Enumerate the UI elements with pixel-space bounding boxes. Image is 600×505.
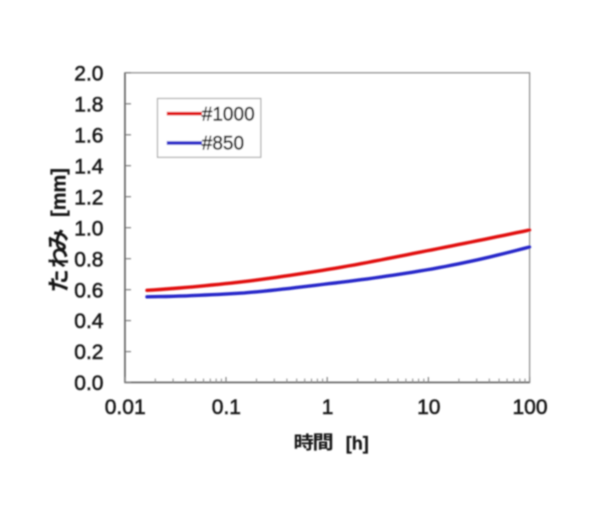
- svg-text:0.4: 0.4: [74, 310, 104, 333]
- svg-text:0.01: 0.01: [105, 396, 146, 419]
- svg-text:[mm]: [mm]: [49, 168, 71, 217]
- svg-text:#850: #850: [202, 134, 244, 155]
- svg-text:0.2: 0.2: [74, 341, 103, 364]
- svg-text:0.0: 0.0: [74, 372, 103, 395]
- svg-text:1.0: 1.0: [74, 217, 103, 240]
- svg-text:100: 100: [512, 396, 547, 419]
- svg-text:1: 1: [322, 396, 334, 419]
- svg-text:1.4: 1.4: [74, 155, 104, 178]
- svg-text:1.2: 1.2: [74, 186, 103, 209]
- svg-text:0.8: 0.8: [74, 248, 103, 271]
- svg-text:0.6: 0.6: [74, 279, 103, 302]
- svg-text:0.1: 0.1: [212, 396, 241, 419]
- svg-text:[h]: [h]: [346, 433, 369, 453]
- svg-text:10: 10: [417, 396, 440, 419]
- svg-text:1.6: 1.6: [74, 124, 103, 147]
- svg-text:#1000: #1000: [202, 104, 255, 125]
- svg-text:1.8: 1.8: [74, 93, 103, 116]
- svg-text:2.0: 2.0: [74, 62, 103, 85]
